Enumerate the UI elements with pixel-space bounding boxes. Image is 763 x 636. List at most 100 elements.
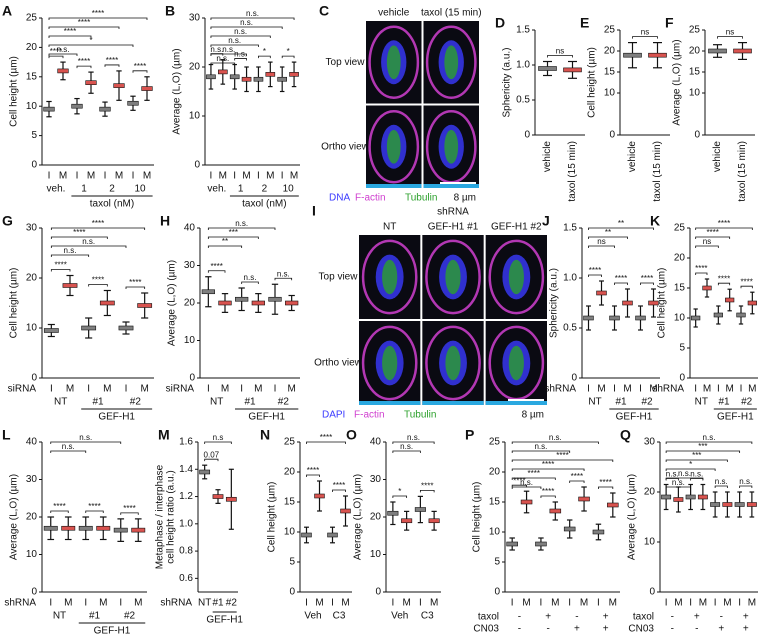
- significance-label: ****: [542, 487, 554, 496]
- x-tick-label: I: [714, 598, 717, 609]
- significance-bracket: [48, 26, 120, 29]
- x-tick-label: I: [49, 598, 52, 609]
- mean-marker: [265, 72, 276, 77]
- substrate-line: [485, 401, 547, 405]
- y-tick-label: 10: [284, 527, 296, 538]
- x-tick-label: I: [511, 598, 514, 609]
- mean-marker: [710, 502, 721, 507]
- legend-label: F-actin: [354, 410, 385, 421]
- y-tick-label: 20: [370, 512, 382, 523]
- significance-label: n.s.: [216, 54, 229, 63]
- x-tick-label: I: [419, 598, 422, 609]
- panel-letter: I: [312, 203, 316, 219]
- mean-marker: [506, 541, 518, 547]
- significance-label: ns: [726, 28, 734, 37]
- mean-marker: [96, 525, 111, 531]
- mean-marker: [713, 312, 723, 318]
- tubulin-signal: [444, 129, 459, 164]
- mean-marker: [563, 526, 576, 532]
- significance-bracket: [717, 36, 743, 39]
- legend-label: Tubulin: [404, 410, 436, 421]
- tubulin-signal: [382, 345, 398, 381]
- significance-bracket: [569, 480, 585, 483]
- y-tick-label: 20: [189, 62, 201, 73]
- x-tick-label: M: [597, 384, 605, 395]
- y-tick-label: 0: [375, 587, 381, 598]
- significance-label: ****: [695, 264, 707, 273]
- substrate-line: [359, 401, 421, 405]
- significance-bracket: [547, 55, 573, 58]
- group-label: Veh: [304, 611, 321, 622]
- panel-letter: Q: [620, 427, 631, 443]
- mean-marker: [277, 76, 287, 82]
- x-tick-label: I: [119, 598, 122, 609]
- x-tick-label: I: [665, 598, 668, 609]
- significance-bracket: [274, 277, 293, 281]
- mean-marker: [118, 325, 134, 331]
- group-label: #2: [124, 611, 136, 622]
- y-tick-label: 1.2: [179, 491, 193, 502]
- x-tick-label: #2: [226, 598, 238, 609]
- group-label: #1: [615, 397, 627, 408]
- significance-label: ****: [556, 451, 568, 460]
- x-tick-label: vehicle: [712, 141, 723, 173]
- y-axis-label: Cell height (µm): [267, 482, 278, 553]
- significance-bracket: [125, 286, 146, 289]
- significance-label: **: [605, 228, 611, 237]
- substrate-line: [423, 184, 479, 188]
- mean-marker: [327, 532, 338, 538]
- y-tick-label: 25: [489, 437, 501, 448]
- y-tick-label: 15: [26, 71, 38, 82]
- x-tick-label: M: [242, 171, 250, 182]
- significance-bracket: [392, 441, 435, 444]
- y-tick-label: 15: [689, 67, 701, 78]
- significance-bracket: [714, 485, 728, 488]
- significance-label: n.s.: [62, 442, 75, 451]
- group-label: 2: [109, 184, 115, 195]
- significance-bracket: [48, 17, 148, 20]
- x-tick-label: M: [59, 171, 67, 182]
- y-tick-label: 1.5: [563, 223, 577, 234]
- x-tick-label: I: [50, 384, 53, 395]
- mean-marker: [251, 300, 265, 306]
- significance-label: ****: [64, 27, 76, 36]
- significance-bracket: [234, 58, 247, 61]
- y-axis-label: Cell height (µm): [657, 268, 668, 339]
- significance-label: n.s.: [210, 45, 223, 54]
- significance-label: ****: [78, 18, 90, 27]
- mean-marker: [428, 518, 440, 524]
- significance-label: ****: [571, 472, 583, 481]
- mean-marker: [113, 527, 128, 533]
- x-tick-label: M: [266, 171, 274, 182]
- row-sign: +: [694, 612, 700, 623]
- x-tick-label: taxol (15 min): [652, 141, 663, 202]
- mean-marker: [661, 494, 672, 500]
- significance-bracket: [207, 236, 259, 239]
- x-tick-label: M: [580, 598, 588, 609]
- x-tick-label: M: [748, 598, 756, 609]
- tubulin-signal: [445, 259, 461, 295]
- significance-label: **: [618, 219, 624, 228]
- y-axis-label: Metaphase / interphase: [155, 464, 166, 569]
- significance-bracket: [665, 450, 741, 453]
- significance-bracket: [332, 489, 346, 492]
- significance-bracket: [588, 236, 628, 239]
- mean-marker: [691, 315, 701, 321]
- y-tick-label: 10: [689, 88, 701, 99]
- significance-label: ****: [50, 47, 62, 56]
- group-label: 10: [283, 184, 295, 195]
- x-tick-label: I: [240, 384, 243, 395]
- y-tick-label: 0: [31, 587, 37, 598]
- y-tick-label: 30: [189, 13, 201, 24]
- y-tick-label: 20: [26, 273, 38, 284]
- y-axis-label: Average (L,O) (µm): [9, 474, 20, 560]
- significance-bracket: [695, 245, 719, 248]
- mean-marker: [635, 315, 646, 321]
- mean-marker: [697, 494, 708, 500]
- row-sign: +: [743, 612, 749, 623]
- group-title: taxol (nM): [90, 199, 134, 210]
- y-axis-label: Cell height (µm): [9, 268, 20, 339]
- tubulin-signal: [508, 259, 524, 295]
- y-tick-label: 10: [184, 335, 196, 346]
